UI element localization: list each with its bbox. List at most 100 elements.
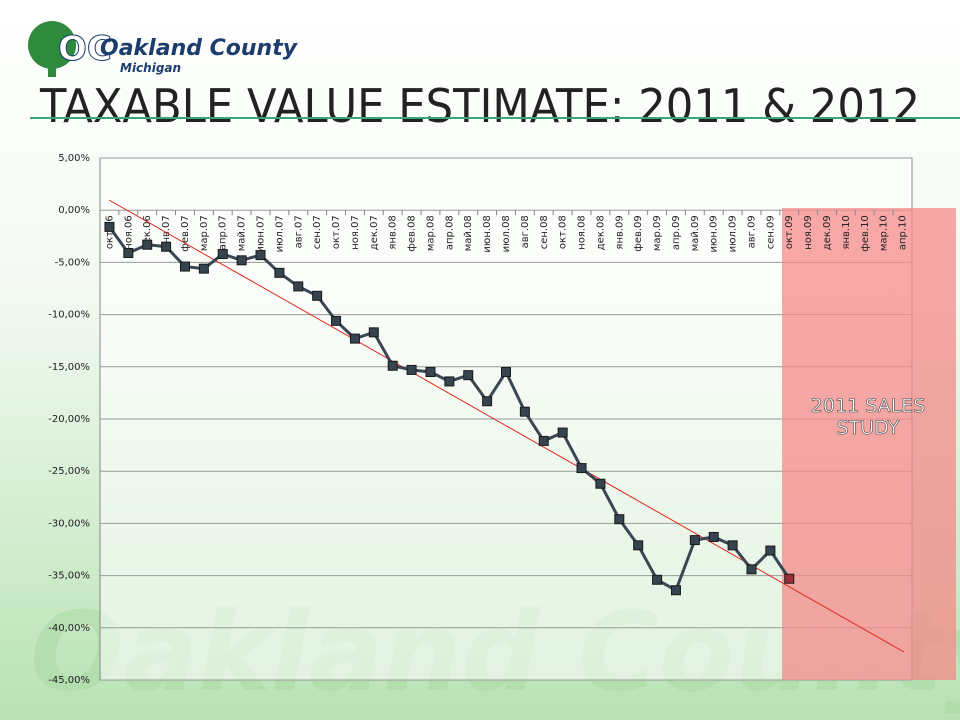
x-tick-label: окт.07 [331, 215, 342, 249]
x-tick-label: июл.07 [274, 215, 285, 252]
y-tick-label: 0,00% [58, 205, 90, 216]
y-tick-label: -5,00% [55, 257, 90, 268]
y-tick-label: -10,00% [48, 310, 90, 321]
marker [198, 263, 209, 274]
logo: OC Oakland County Michigan [28, 21, 299, 77]
study-region [782, 208, 956, 680]
grid: 5,00% 0,00% -5,00% -10,00% -15,00% -20,00% -25… [48, 153, 912, 686]
x-tick-label: апр.09 [671, 215, 682, 250]
y-tick-label: -45,00% [48, 675, 90, 686]
x-tick-label: ноя.08 [577, 215, 588, 250]
x-tick-label: апр.08 [444, 215, 455, 250]
marker [482, 396, 493, 407]
marker [501, 367, 511, 378]
logo-mark: OC [58, 29, 112, 69]
x-tick-label: сен.07 [312, 215, 323, 249]
x-tick-label: янв.08 [388, 215, 399, 249]
marker [652, 574, 663, 585]
marker [349, 333, 360, 344]
marker [576, 463, 587, 474]
marker [217, 249, 228, 260]
marker [406, 364, 417, 375]
x-tick-label: апр.07 [218, 215, 229, 250]
y-tick-label: -25,00% [48, 466, 90, 477]
marker [538, 435, 549, 446]
marker [161, 241, 172, 252]
marker [670, 585, 681, 596]
marker [331, 315, 342, 326]
marker [312, 290, 323, 301]
x-tick-label: июл.08 [501, 215, 512, 252]
logo-tree [28, 21, 76, 69]
marker [236, 255, 247, 266]
x-tick-label: окт.09 [784, 215, 795, 249]
marker [104, 221, 115, 232]
marker [557, 427, 568, 438]
marker [142, 239, 153, 250]
logo-state: Michigan [120, 61, 181, 75]
x-tick-label: мар.09 [652, 215, 663, 251]
x-tick-label: окт.08 [558, 215, 569, 249]
marker [633, 540, 644, 551]
marker [255, 250, 266, 261]
y-tick-label: 5,00% [58, 153, 90, 164]
x-tick-label: мар.07 [199, 215, 210, 251]
marker [595, 478, 606, 489]
marker [425, 367, 436, 378]
x-tick-label: май.08 [463, 215, 474, 251]
annotation: 2011 SALES STUDY [811, 395, 925, 439]
trend-line [108, 199, 905, 653]
x-tick-label: дек.07 [369, 215, 380, 250]
marker [444, 376, 455, 387]
x-axis-labels: окт.06ноя.06дек.06янв.07фев.07мар.07апр.… [99, 210, 909, 253]
marker [368, 327, 379, 338]
x-tick-label: фев.10 [860, 215, 871, 252]
x-tick-label: авг.09 [746, 215, 757, 248]
x-tick-label: авг.08 [520, 215, 531, 248]
series [104, 221, 795, 596]
y-tick-label: -35,00% [48, 571, 90, 582]
x-tick-label: янв.09 [614, 215, 625, 249]
x-tick-label: июн.07 [256, 215, 267, 252]
x-tick-label: сен.09 [765, 215, 776, 249]
y-tick-label: -30,00% [48, 518, 90, 529]
x-tick-label: июн.09 [709, 215, 720, 252]
x-tick-label: май.07 [237, 215, 248, 251]
marker [708, 531, 719, 542]
x-tick-label: июн.08 [482, 215, 493, 252]
x-tick-label: мар.08 [425, 215, 436, 251]
marker [784, 573, 795, 584]
y-tick-label: -15,00% [48, 362, 90, 373]
x-tick-label: фев.07 [180, 215, 191, 252]
x-tick-label: дек.08 [595, 215, 606, 250]
x-tick-label: сен.08 [539, 215, 550, 249]
x-tick-label: ноя.07 [350, 215, 361, 250]
x-tick-label: июл.09 [728, 215, 739, 252]
logo-trunk [48, 55, 56, 77]
y-tick-label: -20,00% [48, 414, 90, 425]
marker [614, 514, 625, 525]
x-tick-label: фев.09 [633, 215, 644, 252]
marker [746, 564, 757, 575]
x-tick-label: дек.09 [822, 215, 833, 250]
marker [179, 261, 190, 272]
x-tick-label: ноя.09 [803, 215, 814, 250]
y-tick-label: -40,00% [48, 623, 90, 634]
x-tick-label: авг.07 [293, 215, 304, 248]
x-tick-label: мар.10 [879, 215, 890, 251]
marker [123, 248, 134, 259]
x-tick-label: янв.10 [841, 215, 852, 249]
logo-name: Oakland County [100, 36, 299, 61]
x-tick-label: фев.08 [407, 215, 418, 252]
marker [519, 406, 530, 417]
slide-title: TAXABLE VALUE ESTIMATE: 2011 & 2012 [39, 79, 920, 133]
marker [765, 545, 776, 556]
marker [274, 267, 285, 278]
x-tick-label: дек.06 [142, 215, 153, 250]
marker [727, 540, 738, 551]
x-tick-label: ноя.06 [123, 215, 134, 250]
marker [463, 370, 474, 381]
x-tick-label: окт.06 [104, 215, 115, 249]
